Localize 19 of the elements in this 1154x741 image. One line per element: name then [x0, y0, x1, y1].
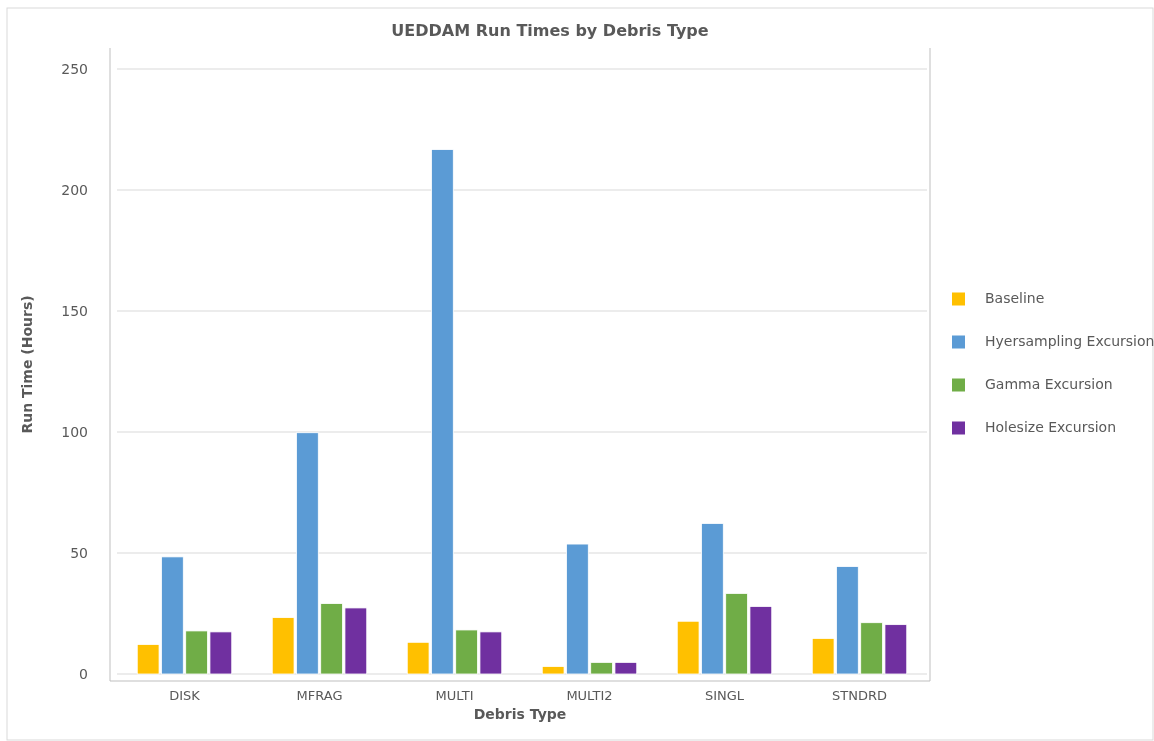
x-axis-title: Debris Type	[473, 706, 567, 722]
x-tick-label: MULTI	[435, 688, 474, 703]
x-tick-label: SINGL	[704, 688, 745, 703]
y-tick-label: 50	[70, 544, 88, 561]
y-tick-label: 150	[61, 302, 88, 319]
x-tick-label: DISK	[169, 688, 201, 703]
y-tick-label: 250	[61, 60, 88, 77]
y-axis-title: Run Time (Hours)	[19, 295, 35, 434]
x-tick-label: MFRAG	[296, 688, 343, 703]
y-tick-label: 100	[61, 423, 88, 440]
y-tick-label: 200	[61, 181, 88, 198]
legend-label: Hyersampling Excursion	[985, 333, 1154, 350]
y-tick-label: 0	[79, 665, 88, 682]
chart-title: UEDDAM Run Times by Debris Type	[391, 21, 709, 40]
x-tick-label: STNDRD	[832, 688, 887, 703]
legend-label: Baseline	[985, 290, 1045, 307]
legend-label: Gamma Excursion	[985, 376, 1113, 393]
x-tick-label: MULTI2	[566, 688, 613, 703]
legend-label: Holesize Excursion	[985, 419, 1117, 436]
